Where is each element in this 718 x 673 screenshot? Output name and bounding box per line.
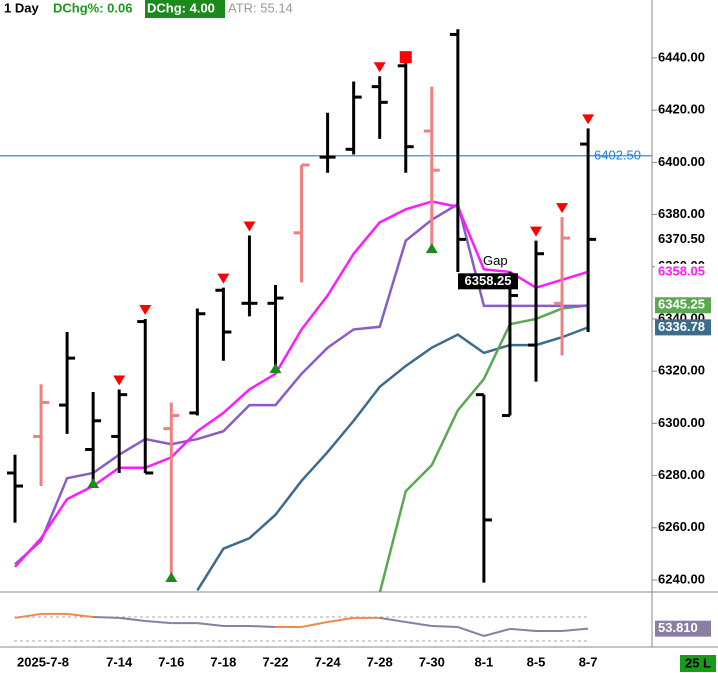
oscillator-segment — [327, 616, 354, 624]
dchg-bg — [145, 0, 225, 18]
oscillator-segment — [509, 627, 537, 632]
oscillator-segment — [431, 624, 458, 629]
square-signal — [399, 51, 412, 64]
price-line-label: 6402.50 — [594, 147, 641, 162]
sell-signal — [243, 221, 256, 232]
oscillator-segment — [145, 620, 172, 625]
buy-signal — [269, 363, 282, 374]
oscillator-segment — [93, 616, 120, 619]
moving-average — [14, 200, 589, 568]
status-bg — [680, 655, 716, 672]
moving-average — [196, 326, 589, 592]
oscillator-segment — [379, 616, 406, 624]
sell-signal — [530, 226, 542, 237]
x-tick-label: 7-22 — [262, 654, 288, 669]
dchg-pct: DChg%: 0.06 — [53, 0, 132, 15]
buy-signal — [87, 478, 100, 489]
price-label: 6336.78 — [658, 319, 705, 334]
oscillator-label-bg — [655, 620, 711, 637]
price-label: 6345.25 — [658, 297, 705, 312]
oscillator-segment — [561, 627, 589, 632]
oscillator-segment — [405, 621, 432, 627]
sell-signal — [373, 62, 386, 73]
dchg: DChg: 4.00 — [147, 0, 215, 15]
sell-signal — [556, 203, 569, 214]
price-label: 6370.50 — [658, 231, 705, 246]
x-tick-label: 7-30 — [419, 654, 445, 669]
status: 25 L — [685, 655, 711, 670]
sell-signal — [139, 304, 152, 315]
y-tick-label: 6420.00 — [658, 102, 705, 117]
x-tick-label: 7-24 — [315, 654, 342, 669]
y-tick-label: 6380.00 — [658, 206, 705, 221]
x-tick-label: 7-16 — [158, 654, 184, 669]
oscillator-segment — [14, 612, 42, 619]
x-tick-label: 8-5 — [527, 654, 546, 669]
y-tick-label: 6260.00 — [658, 519, 705, 534]
x-tick-label: 7-14 — [106, 654, 133, 669]
price-label-bg — [655, 263, 711, 280]
x-tick-label: 7-18 — [210, 654, 236, 669]
price-label-bg — [655, 231, 711, 248]
x-tick-label: 8-7 — [579, 654, 598, 669]
oscillator-segment — [457, 626, 485, 637]
oscillator-segment — [483, 627, 511, 637]
y-tick-label: 6280.00 — [658, 467, 705, 482]
x-tick-label: 8-1 — [475, 654, 494, 669]
plot-area — [0, 29, 652, 592]
y-tick-label: 6240.00 — [658, 571, 705, 586]
sell-signal — [582, 114, 595, 125]
overlay-layer: 6240.006260.006280.006300.006320.006340.… — [14, 49, 711, 669]
oscillator-segment — [66, 612, 94, 619]
x-tick-label: 7-28 — [367, 654, 393, 669]
moving-average — [14, 202, 589, 566]
buy-signal — [165, 571, 178, 582]
oscillator-segment — [197, 622, 224, 627]
y-tick-label: 6400.00 — [658, 154, 705, 169]
y-tick-label: 6320.00 — [658, 363, 705, 378]
x-tick-label: 2025-7-8 — [17, 654, 69, 669]
price-label-bg — [655, 297, 711, 314]
moving-average — [378, 304, 589, 592]
oscillator-segment — [301, 621, 328, 629]
interval: 1 Day — [4, 0, 39, 15]
atr: ATR: 55.14 — [228, 0, 293, 15]
gap-box — [458, 273, 518, 290]
buy-signal — [425, 243, 438, 254]
sell-signal — [113, 375, 126, 386]
price-label: 6358.05 — [658, 263, 705, 278]
gap-label: Gap — [483, 253, 508, 268]
gap-value: 6358.25 — [465, 273, 512, 288]
oscillator-segment — [119, 616, 146, 622]
y-tick-label: 6440.00 — [658, 49, 705, 64]
oscillator-segment — [249, 624, 276, 629]
price-label-bg — [655, 319, 711, 336]
oscillator-label: 53.810 — [658, 620, 698, 635]
y-tick-label: 6300.00 — [658, 415, 705, 430]
sell-signal — [217, 273, 230, 284]
